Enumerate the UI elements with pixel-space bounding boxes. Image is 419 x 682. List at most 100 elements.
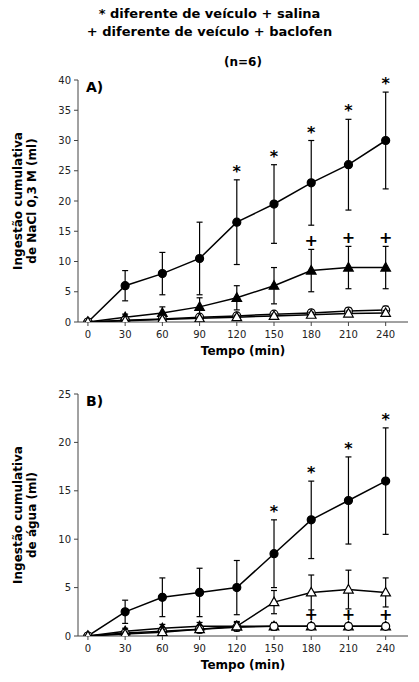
significance-mark: + xyxy=(342,228,355,247)
error-bar xyxy=(345,457,351,544)
error-bar xyxy=(197,568,203,616)
x-tick xyxy=(87,636,88,640)
y-tick-label: 5 xyxy=(65,286,71,297)
y-tick-label: 40 xyxy=(58,75,71,86)
error-cap xyxy=(234,309,240,310)
error-bar xyxy=(197,222,203,295)
y-tick xyxy=(74,322,78,323)
panel-label: B) xyxy=(86,393,103,409)
point xyxy=(158,627,166,635)
y-tick xyxy=(74,442,78,443)
y-tick xyxy=(74,636,78,637)
point xyxy=(196,588,204,596)
y-tick xyxy=(74,539,78,540)
point xyxy=(84,318,92,322)
point xyxy=(269,597,279,606)
y-tick xyxy=(74,170,78,171)
point xyxy=(382,137,390,145)
y-tick xyxy=(74,394,78,395)
point xyxy=(232,293,242,302)
series-line xyxy=(88,141,386,323)
significance-mark: * xyxy=(381,410,390,429)
point xyxy=(381,263,391,272)
y-tick xyxy=(74,291,78,292)
point xyxy=(233,312,241,320)
error-cap xyxy=(345,570,351,571)
error-cap xyxy=(122,600,128,601)
x-tick-label: 90 xyxy=(193,329,206,340)
x-tick xyxy=(125,636,126,640)
annotations: *****+++ xyxy=(233,74,393,250)
error-cap xyxy=(159,577,165,578)
series-line xyxy=(88,313,386,322)
significance-mark: * xyxy=(307,463,316,482)
x-tick-label: 90 xyxy=(193,643,206,654)
y-tick-label: 25 xyxy=(58,389,71,400)
error-cap xyxy=(159,252,165,253)
error-cap xyxy=(271,267,277,268)
panel: * diferente de veículo + salina+ diferen… xyxy=(11,6,408,358)
x-tick xyxy=(87,322,88,326)
y-tick-label: 20 xyxy=(58,437,71,448)
title: * diferente de veículo + salina xyxy=(99,6,321,21)
x-tick xyxy=(162,636,163,640)
x-tick-label: 120 xyxy=(227,329,246,340)
point xyxy=(195,302,205,311)
error-cap xyxy=(122,300,128,301)
error-bar xyxy=(159,252,165,294)
significance-mark: * xyxy=(307,123,316,142)
y-tick-label: 0 xyxy=(65,631,71,642)
y-tick-label: 30 xyxy=(58,135,71,146)
error-bar xyxy=(383,92,389,189)
plot-area xyxy=(83,92,390,322)
x-tick-label: 30 xyxy=(119,329,132,340)
point xyxy=(233,584,241,592)
series-line xyxy=(88,268,386,322)
significance-mark: * xyxy=(381,74,390,93)
point xyxy=(232,312,242,321)
y-tick-label: 25 xyxy=(58,165,71,176)
error-bar xyxy=(234,180,240,265)
x-tick-label: 240 xyxy=(376,329,395,340)
x-tick-label: 60 xyxy=(156,643,169,654)
y-axis xyxy=(78,394,79,636)
point xyxy=(121,608,129,616)
annotation: (n=6) xyxy=(224,55,262,69)
series-line xyxy=(88,310,386,322)
error-cap xyxy=(271,587,277,588)
point xyxy=(158,315,166,322)
error-bar xyxy=(234,560,240,614)
x-tick xyxy=(348,322,349,326)
error-cap xyxy=(197,294,203,295)
point xyxy=(196,625,204,633)
error-cap xyxy=(271,590,277,591)
y-tick xyxy=(74,231,78,232)
y-axis-label: Ingestão cumulativade água (ml) xyxy=(11,446,39,584)
error-cap xyxy=(122,623,128,624)
error-cap xyxy=(271,613,277,614)
point xyxy=(270,550,278,558)
y-tick-label: 20 xyxy=(58,196,71,207)
point xyxy=(382,477,390,485)
error-cap xyxy=(234,614,240,615)
panel-label: A) xyxy=(86,79,103,95)
point xyxy=(158,627,168,636)
error-bar xyxy=(271,165,277,244)
panel: 03060901201501802102400510152025Tempo (m… xyxy=(11,389,408,673)
x-tick xyxy=(385,322,386,326)
significance-mark: * xyxy=(270,502,279,521)
x-tick-label: 0 xyxy=(85,643,91,654)
y-tick-label: 15 xyxy=(58,485,71,496)
error-cap xyxy=(197,222,203,223)
point xyxy=(195,313,205,322)
point xyxy=(306,266,316,275)
y-tick xyxy=(74,587,78,588)
x-tick-label: 210 xyxy=(339,643,358,654)
error-cap xyxy=(234,264,240,265)
x-tick xyxy=(274,322,275,326)
y-tick-label: 0 xyxy=(65,317,71,328)
significance-mark: * xyxy=(344,101,353,120)
point xyxy=(158,315,168,322)
figure: * diferente de veículo + salina+ diferen… xyxy=(0,0,419,682)
point xyxy=(196,313,204,321)
